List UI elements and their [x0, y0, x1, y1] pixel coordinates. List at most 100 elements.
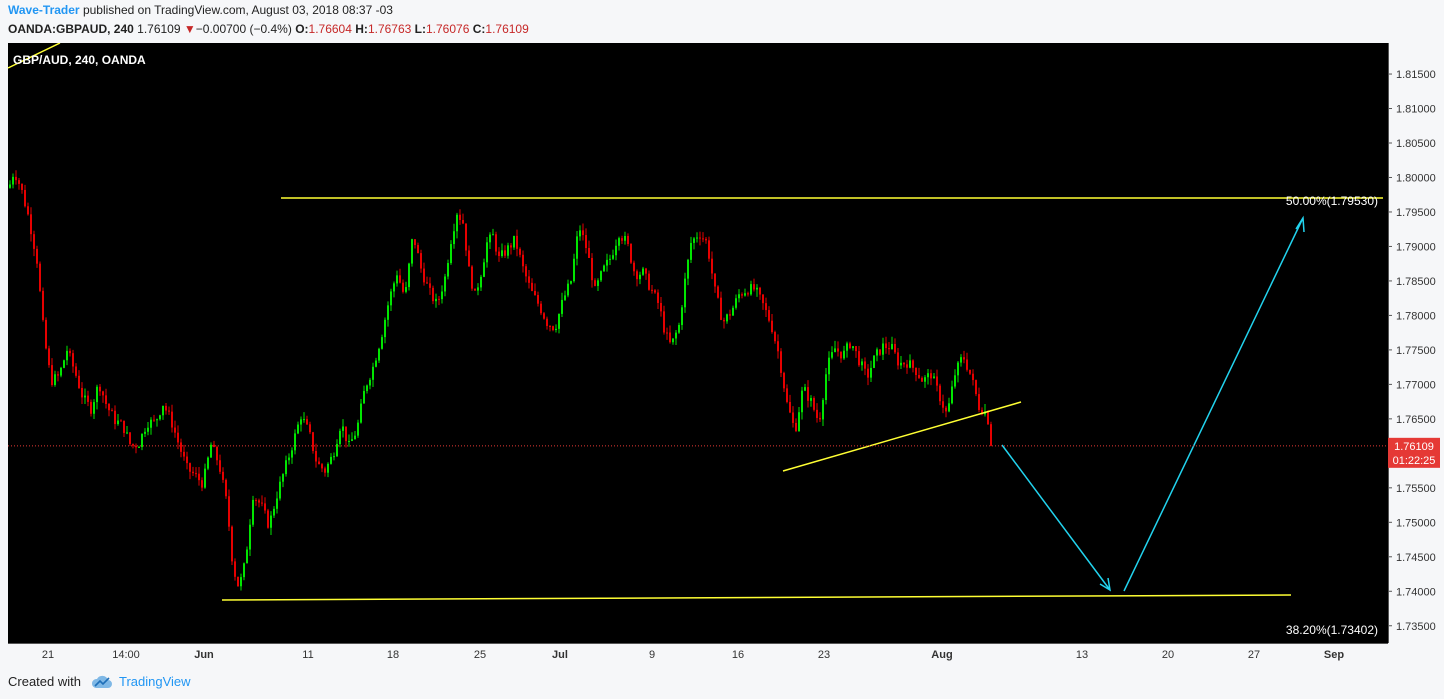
candle-down [666, 332, 668, 334]
candle-down [885, 343, 887, 349]
candle-up [750, 284, 752, 295]
candle-up [450, 244, 452, 264]
candle-up [54, 374, 56, 385]
candle-down [417, 245, 419, 254]
candle-down [918, 375, 920, 378]
candle-down [786, 388, 788, 402]
candle-down [864, 361, 866, 369]
candle-down [819, 417, 821, 420]
candle-up [561, 299, 563, 314]
candle-up [351, 439, 353, 441]
price-tick-label: 1.74000 [1396, 586, 1436, 598]
candle-up [210, 444, 212, 458]
candle-up [408, 263, 410, 288]
candle-down [312, 432, 314, 452]
candle-down [69, 350, 71, 354]
candle-down [72, 353, 74, 367]
candle-up [891, 343, 893, 350]
candle-up [390, 291, 392, 306]
projection-arrow-down[interactable] [1001, 444, 1112, 592]
candle-down [120, 420, 122, 422]
candle-down [963, 357, 965, 360]
support-line[interactable] [221, 594, 1292, 601]
created-with-text: Created with [8, 674, 81, 689]
projection-arrow-up[interactable] [1123, 215, 1305, 592]
fib-50-label: 50.00%(1.79530) [1286, 194, 1378, 208]
candle-down [27, 206, 29, 215]
candle-up [924, 377, 926, 382]
countdown-text: 01:22:25 [1393, 455, 1436, 467]
tradingview-link[interactable]: TradingView [118, 674, 191, 689]
candle-up [330, 456, 332, 464]
candle-down [516, 235, 518, 249]
candle-down [543, 313, 545, 319]
candle-down [426, 282, 428, 284]
candle-down [75, 366, 77, 376]
candle-down [522, 254, 524, 267]
author-link[interactable]: Wave-Trader [8, 3, 80, 17]
candle-down [153, 419, 155, 421]
close-label: C: [472, 22, 486, 36]
candle-up [933, 376, 935, 379]
candle-down [837, 348, 839, 352]
candle-up [360, 403, 362, 423]
time-tick-label: 25 [474, 649, 486, 661]
candle-down [534, 290, 536, 296]
candle-down [228, 496, 230, 527]
rising-trendline[interactable] [782, 401, 1022, 472]
candle-down [633, 262, 635, 272]
candle-up [810, 398, 812, 401]
candle-down [720, 297, 722, 320]
candle-up [150, 419, 152, 428]
candle-down [459, 214, 461, 221]
plot-area[interactable] [8, 43, 1388, 643]
candle-up [366, 385, 368, 391]
high-value: 1.76763 [367, 22, 412, 36]
candle-down [231, 526, 233, 562]
candle-down [132, 443, 134, 446]
candle-down [237, 576, 239, 587]
candle-down [702, 238, 704, 240]
candle-down [201, 480, 203, 488]
candle-up [870, 367, 872, 378]
candle-down [867, 368, 869, 378]
candle-up [369, 379, 371, 386]
price-chart[interactable]: GBP/AUD, 240, OANDA 50.00%(1.79530) 38.2… [0, 43, 1444, 665]
candle-up [384, 319, 386, 338]
candle-up [441, 291, 443, 300]
tradingview-cloud-icon[interactable] [91, 675, 113, 689]
candle-down [528, 276, 530, 283]
candle-down [816, 409, 818, 418]
time-tick-label: 13 [1076, 649, 1088, 661]
candle-down [990, 424, 992, 446]
candle-down [468, 250, 470, 267]
candle-up [639, 274, 641, 280]
candle-up [507, 245, 509, 256]
candle-up [672, 338, 674, 343]
candle-up [273, 508, 275, 516]
time-axis[interactable] [8, 643, 1388, 665]
candle-down [807, 387, 809, 401]
candle-down [24, 189, 26, 207]
candle-down [81, 387, 83, 398]
candle-down [420, 253, 422, 269]
candle-up [876, 349, 878, 356]
candle-up [294, 433, 296, 451]
candle-down [840, 351, 842, 359]
candle-up [348, 440, 350, 442]
candle-up [453, 231, 455, 245]
candle-up [300, 419, 302, 425]
candle-down [903, 362, 905, 365]
candle-up [9, 184, 11, 188]
candle-up [684, 278, 686, 308]
candle-up [687, 259, 689, 279]
candle-down [18, 180, 20, 184]
candle-up [492, 234, 494, 236]
candle-down [699, 237, 701, 239]
price-axis[interactable] [1388, 43, 1444, 643]
candle-up [327, 463, 329, 473]
candle-up [675, 332, 677, 339]
candle-up [204, 468, 206, 488]
candle-up [846, 343, 848, 351]
candle-down [747, 293, 749, 295]
